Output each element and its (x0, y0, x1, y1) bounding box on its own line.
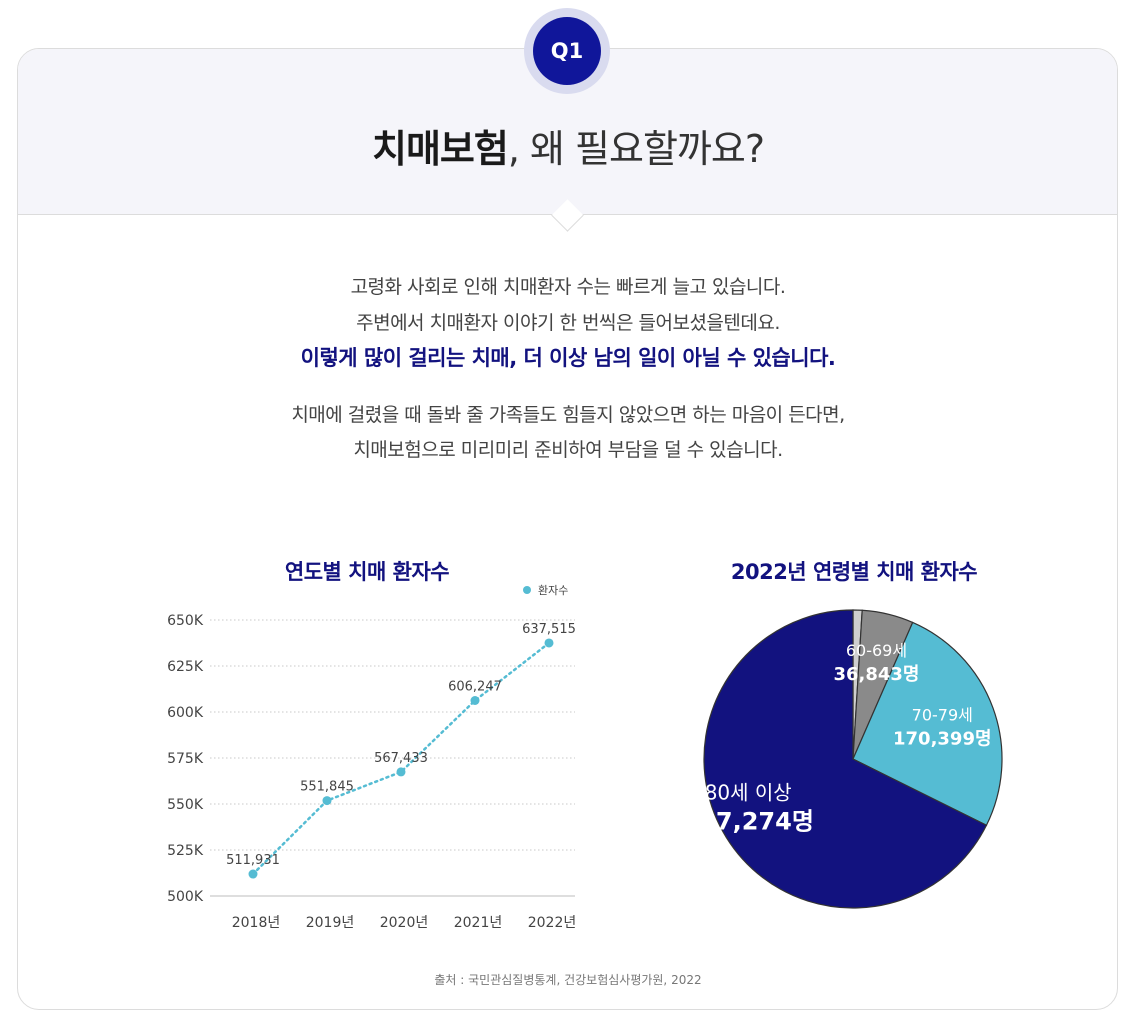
title-rest: , 왜 필요할까요? (507, 127, 765, 171)
title-bold: 치매보험 (371, 127, 509, 171)
x-tick-label: 2020년 (380, 915, 429, 931)
data-point (322, 796, 332, 806)
slice-value-label: 447,274명 (683, 807, 814, 835)
intro-line-1: 고령화 사회로 인해 치매환자 수는 빠르게 늘고 있습니다. (350, 276, 786, 298)
intro-line-5: 치매보험으로 미리미리 준비하여 부담을 덜 수 있습니다. (353, 439, 783, 461)
y-tick-label: 650K (167, 613, 204, 629)
page-title: 치매보험, 왜 필요할까요? (0, 118, 1136, 173)
intro-highlight: 이렇게 많이 걸리는 치매, 더 이상 남의 일이 아닐 수 있습니다. (300, 346, 836, 370)
pie-chart-title: 2022년 연령별 치매 환자수 (730, 560, 978, 584)
source-note: 출처 : 국민관심질병통계, 건강보험심사평가원, 2022 (434, 973, 702, 987)
x-tick-label: 2018년 (232, 915, 281, 931)
slice-value-label: 170,399명 (893, 729, 992, 750)
slice-value-label: 36,843명 (833, 664, 919, 685)
slice-label: 60-69세 (846, 641, 907, 660)
data-label: 606,247 (448, 680, 502, 695)
x-tick-label: 2019년 (306, 915, 355, 931)
y-tick-label: 550K (167, 797, 204, 813)
data-label: 567,433 (374, 751, 428, 766)
legend-marker (523, 586, 531, 594)
y-tick-label: 600K (167, 705, 204, 721)
series-line (251, 641, 551, 876)
slice-label: 70-79세 (912, 706, 973, 725)
data-point (470, 696, 480, 706)
data-point (396, 767, 406, 777)
y-tick-label: 525K (167, 843, 204, 859)
pie-slice (852, 621, 1003, 827)
pie-slice (703, 609, 988, 909)
intro-line-4: 치매에 걸렸을 때 돌봐 줄 가족들도 힘들지 않았으면 하는 마음이 든다면, (291, 404, 845, 426)
x-tick-label: 2022년 (528, 915, 577, 931)
legend-label: 환자수 (538, 584, 568, 597)
y-tick-label: 500K (167, 889, 204, 905)
data-label: 551,845 (300, 780, 354, 795)
line-chart-title: 연도별 치매 환자수 (284, 560, 450, 584)
data-label: 637,515 (522, 622, 576, 637)
y-tick-label: 625K (167, 659, 204, 675)
data-point (544, 638, 554, 648)
data-label: 511,931 (226, 853, 280, 868)
x-tick-label: 2021년 (454, 915, 503, 931)
slice-label: 80세 이상 (705, 780, 792, 804)
question-badge: Q1 (533, 17, 601, 85)
data-point (248, 869, 258, 879)
intro-line-2: 주변에서 치매환자 이야기 한 번씩은 들어보셨을텐데요. (356, 312, 780, 334)
y-tick-label: 575K (167, 751, 204, 767)
